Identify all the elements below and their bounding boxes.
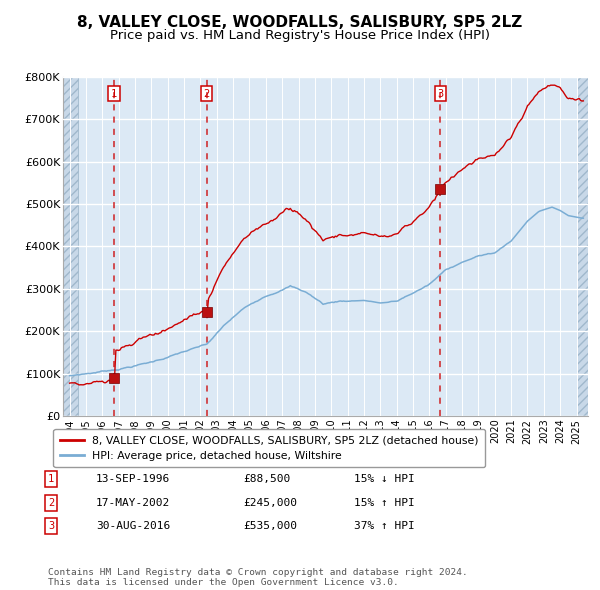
Text: Price paid vs. HM Land Registry's House Price Index (HPI): Price paid vs. HM Land Registry's House … (110, 30, 490, 42)
Text: 15% ↓ HPI: 15% ↓ HPI (354, 474, 415, 484)
Legend: 8, VALLEY CLOSE, WOODFALLS, SALISBURY, SP5 2LZ (detached house), HPI: Average pr: 8, VALLEY CLOSE, WOODFALLS, SALISBURY, S… (53, 429, 485, 467)
Text: £535,000: £535,000 (243, 522, 297, 531)
Text: 15% ↑ HPI: 15% ↑ HPI (354, 498, 415, 507)
Text: 13-SEP-1996: 13-SEP-1996 (96, 474, 170, 484)
Text: Contains HM Land Registry data © Crown copyright and database right 2024.
This d: Contains HM Land Registry data © Crown c… (48, 568, 468, 587)
Text: 8, VALLEY CLOSE, WOODFALLS, SALISBURY, SP5 2LZ: 8, VALLEY CLOSE, WOODFALLS, SALISBURY, S… (77, 15, 523, 30)
Text: 30-AUG-2016: 30-AUG-2016 (96, 522, 170, 531)
Bar (63, 77, 78, 416)
Bar (577, 77, 588, 416)
Bar (577, 77, 588, 416)
Text: 2: 2 (203, 88, 210, 99)
Text: 37% ↑ HPI: 37% ↑ HPI (354, 522, 415, 531)
Text: 1: 1 (48, 474, 54, 484)
Text: £88,500: £88,500 (243, 474, 290, 484)
Text: £245,000: £245,000 (243, 498, 297, 507)
Bar (63, 77, 78, 416)
Text: 17-MAY-2002: 17-MAY-2002 (96, 498, 170, 507)
Text: 2: 2 (48, 498, 54, 507)
Text: 1: 1 (111, 88, 117, 99)
Text: 3: 3 (437, 88, 443, 99)
Text: 3: 3 (48, 522, 54, 531)
